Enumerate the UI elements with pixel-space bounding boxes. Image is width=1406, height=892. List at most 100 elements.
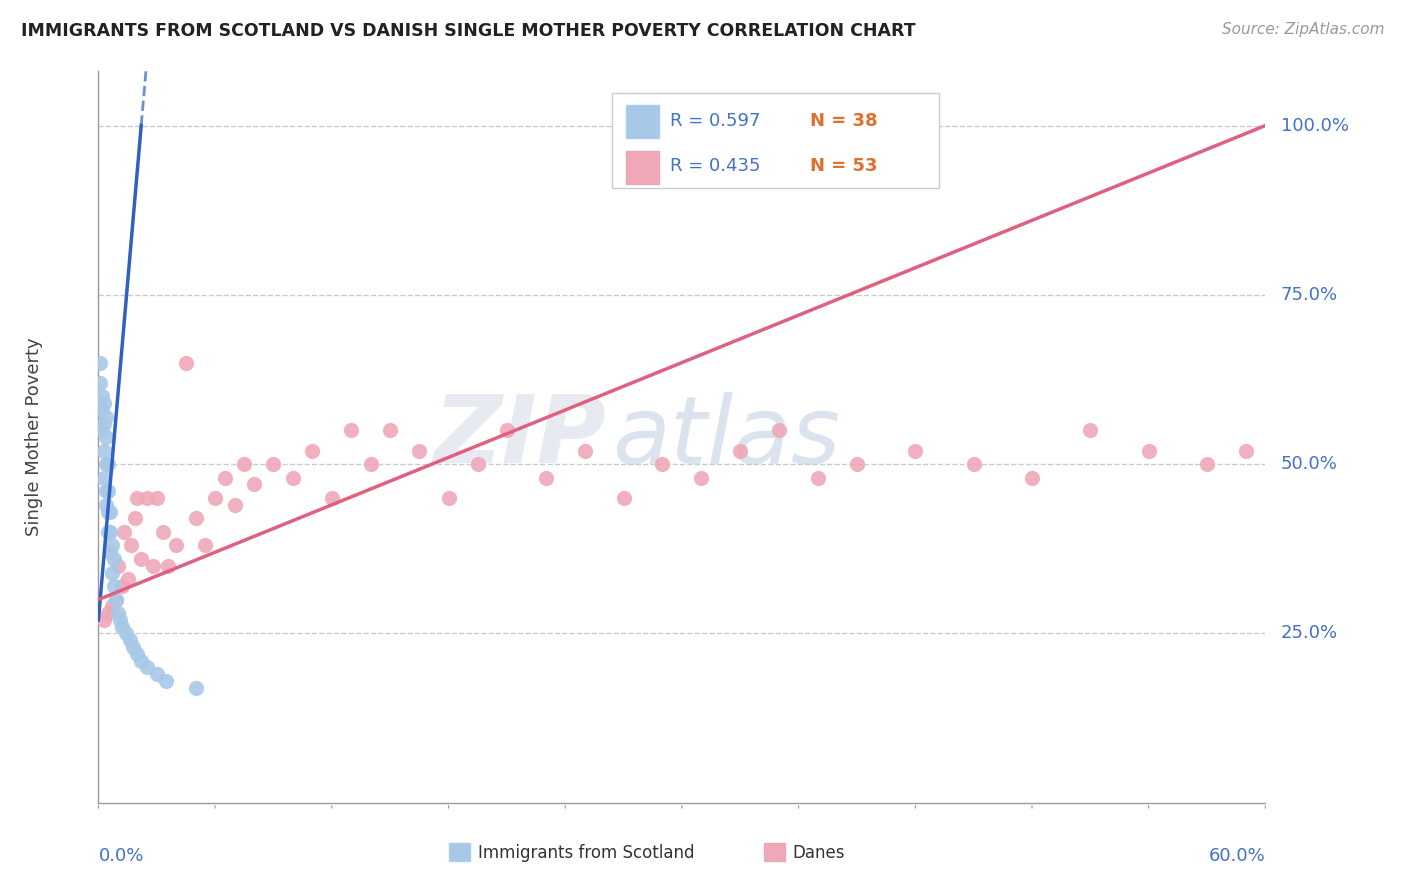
Point	[496, 423, 519, 437]
Point	[103, 552, 125, 566]
Point	[103, 579, 125, 593]
Point	[613, 491, 636, 505]
Text: R = 0.435: R = 0.435	[671, 157, 761, 176]
Text: 100.0%: 100.0%	[1281, 117, 1348, 135]
Point	[846, 457, 869, 471]
Bar	[626, 151, 658, 184]
Point	[93, 613, 115, 627]
Point	[142, 558, 165, 573]
Point	[146, 667, 169, 681]
Point	[108, 613, 131, 627]
Point	[97, 505, 120, 519]
Point	[93, 417, 115, 431]
Point	[904, 443, 927, 458]
Point	[112, 524, 135, 539]
Point	[101, 538, 124, 552]
Point	[89, 376, 111, 390]
Text: 50.0%: 50.0%	[1281, 455, 1339, 473]
Point	[360, 457, 382, 471]
Point	[340, 423, 363, 437]
Point	[534, 471, 557, 485]
Point	[1137, 443, 1160, 458]
Text: 75.0%: 75.0%	[1281, 285, 1339, 304]
Text: N = 53: N = 53	[810, 157, 877, 176]
Point	[107, 558, 129, 573]
Point	[152, 524, 174, 539]
Point	[204, 491, 226, 505]
Point	[124, 511, 146, 525]
Point	[96, 430, 118, 444]
Point	[467, 457, 489, 471]
Point	[93, 396, 115, 410]
Point	[184, 681, 207, 695]
Bar	[626, 105, 658, 138]
Point	[129, 552, 152, 566]
Point	[111, 620, 134, 634]
Point	[89, 355, 111, 369]
Point	[243, 477, 266, 491]
Point	[97, 484, 120, 499]
Point	[651, 457, 673, 471]
Point	[136, 660, 159, 674]
Point	[98, 505, 121, 519]
Point	[574, 443, 596, 458]
Point	[262, 457, 284, 471]
Point	[233, 457, 256, 471]
Point	[224, 498, 246, 512]
Point	[165, 538, 187, 552]
Point	[136, 491, 159, 505]
Text: N = 38: N = 38	[810, 112, 877, 129]
Point	[437, 491, 460, 505]
Point	[408, 443, 430, 458]
Point	[104, 592, 127, 607]
Text: Danes: Danes	[793, 844, 845, 862]
Point	[962, 457, 984, 471]
FancyBboxPatch shape	[612, 94, 939, 188]
Point	[97, 606, 120, 620]
Point	[93, 443, 115, 458]
Point	[117, 572, 139, 586]
Text: 0.0%: 0.0%	[98, 847, 143, 864]
Point	[96, 484, 118, 499]
Point	[127, 491, 149, 505]
Text: Single Mother Poverty: Single Mother Poverty	[25, 338, 44, 536]
Point	[321, 491, 343, 505]
Point	[101, 599, 124, 614]
Point	[96, 498, 118, 512]
Point	[98, 545, 121, 559]
Point	[730, 443, 752, 458]
Point	[807, 471, 830, 485]
Point	[301, 443, 323, 458]
Text: 60.0%: 60.0%	[1209, 847, 1265, 864]
Point	[98, 524, 121, 539]
Point	[96, 409, 118, 424]
Text: IMMIGRANTS FROM SCOTLAND VS DANISH SINGLE MOTHER POVERTY CORRELATION CHART: IMMIGRANTS FROM SCOTLAND VS DANISH SINGL…	[21, 22, 915, 40]
Point	[127, 647, 149, 661]
Point	[114, 626, 136, 640]
Point	[690, 471, 713, 485]
Text: Immigrants from Scotland: Immigrants from Scotland	[478, 844, 695, 862]
Point	[91, 423, 114, 437]
Point	[93, 471, 115, 485]
Point	[91, 403, 114, 417]
Point	[91, 389, 114, 403]
Point	[194, 538, 217, 552]
Point	[1234, 443, 1257, 458]
Bar	[763, 843, 785, 862]
Point	[111, 579, 134, 593]
Point	[97, 457, 120, 471]
Point	[122, 640, 145, 654]
Point	[281, 471, 304, 485]
Point	[1195, 457, 1218, 471]
Text: ZIP: ZIP	[433, 391, 606, 483]
Point	[96, 457, 118, 471]
Text: R = 0.597: R = 0.597	[671, 112, 761, 129]
Point	[184, 511, 207, 525]
Point	[121, 538, 143, 552]
Point	[107, 606, 129, 620]
Point	[157, 558, 180, 573]
Point	[97, 524, 120, 539]
Point	[1080, 423, 1102, 437]
Bar	[449, 843, 470, 862]
Point	[174, 355, 197, 369]
